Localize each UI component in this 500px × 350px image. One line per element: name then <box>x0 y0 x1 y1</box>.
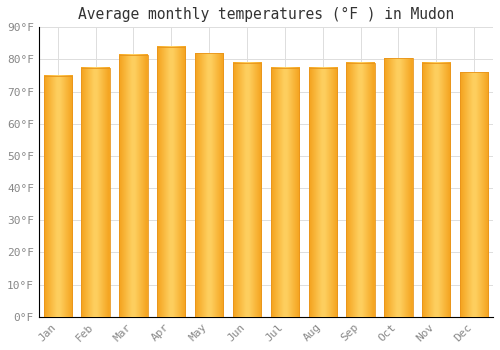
Bar <box>422 63 450 317</box>
Bar <box>233 63 261 317</box>
Bar <box>346 63 375 317</box>
Bar <box>82 68 110 317</box>
Bar <box>270 68 299 317</box>
Bar <box>384 58 412 317</box>
Bar <box>460 72 488 317</box>
Title: Average monthly temperatures (°F ) in Mudon: Average monthly temperatures (°F ) in Mu… <box>78 7 454 22</box>
Bar <box>308 68 337 317</box>
Bar <box>157 47 186 317</box>
Bar <box>195 53 224 317</box>
Bar <box>44 76 72 317</box>
Bar <box>119 55 148 317</box>
